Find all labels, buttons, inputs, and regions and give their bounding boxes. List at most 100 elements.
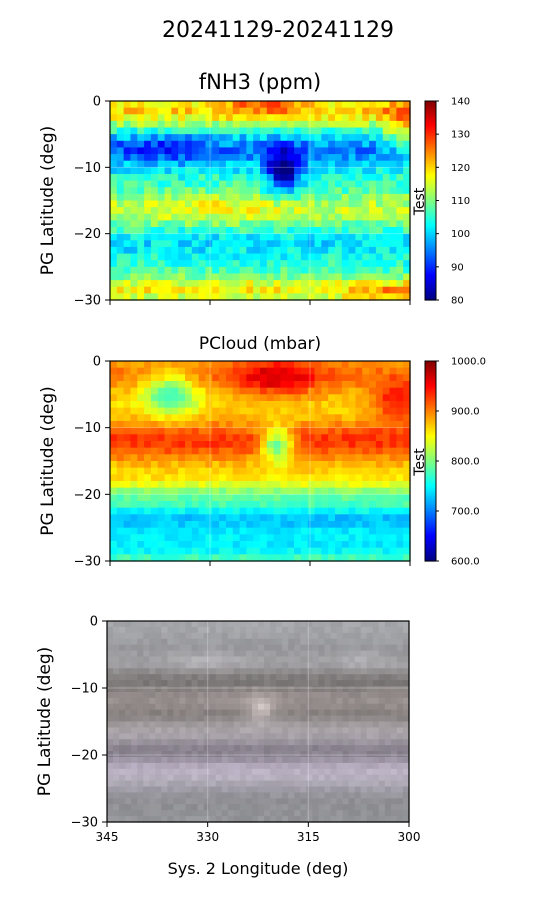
heatmap-cell — [246, 246, 254, 255]
heatmap-cell — [382, 374, 391, 382]
heatmap-cell — [324, 680, 332, 687]
heatmap-cell — [276, 798, 283, 805]
heatmap-cell — [390, 792, 398, 799]
heatmap-cell — [362, 160, 370, 168]
heatmap-cell — [203, 762, 211, 770]
heatmap-cell — [116, 227, 125, 235]
heatmap-cell — [273, 107, 282, 115]
heatmap-cell — [362, 154, 370, 162]
heatmap-cell — [372, 715, 380, 723]
colorbar-step — [425, 154, 436, 157]
heatmap-cell — [369, 286, 377, 294]
heatmap-cell — [157, 534, 166, 542]
heatmap-cell — [324, 774, 332, 782]
heatmap-cell — [355, 101, 363, 109]
heatmap-cell — [280, 147, 288, 155]
heatmap-cell — [123, 273, 132, 281]
heatmap-cell — [212, 487, 220, 495]
heatmap-cell — [209, 638, 217, 646]
heatmap-cell — [225, 381, 234, 389]
heatmap-cell — [294, 421, 302, 429]
heatmap-cell — [314, 220, 322, 228]
heatmap-cell — [402, 686, 410, 693]
heatmap-cell — [324, 768, 332, 776]
heatmap-cell — [143, 638, 150, 646]
heatmap-cell — [294, 120, 302, 129]
heatmap-cell — [324, 621, 332, 628]
heatmap-cell — [294, 774, 301, 782]
heatmap-cell — [355, 427, 363, 435]
heatmap-cell — [198, 494, 207, 502]
heatmap-cell — [203, 768, 211, 776]
heatmap-cell — [396, 751, 404, 758]
heatmap-cell — [355, 514, 363, 522]
heatmap-cell — [396, 621, 404, 628]
heatmap-cell — [198, 154, 207, 162]
heatmap-cell — [362, 427, 370, 435]
heatmap-cell — [307, 227, 316, 235]
heatmap-cell — [116, 260, 125, 268]
heatmap-cell — [123, 547, 132, 555]
heatmap-cell — [167, 768, 175, 776]
colorbar-step — [425, 457, 436, 460]
heatmap-cell — [294, 427, 302, 435]
heatmap-cell — [369, 441, 377, 449]
heatmap-cell — [306, 703, 313, 711]
heatmap-cell — [164, 107, 172, 115]
heatmap-cell — [131, 745, 138, 752]
heatmap-cell — [116, 454, 125, 462]
heatmap-cell — [219, 387, 227, 395]
heatmap-cell — [178, 361, 186, 369]
heatmap-cell — [396, 703, 404, 711]
heatmap-cell — [239, 134, 247, 142]
heatmap-cell — [197, 632, 205, 640]
heatmap-cell — [239, 626, 247, 634]
heatmap-cell — [150, 266, 159, 275]
heatmap-cell — [294, 656, 301, 663]
heatmap-cell — [403, 127, 411, 135]
heatmap-cell — [123, 521, 132, 529]
heatmap-cell — [342, 745, 350, 752]
heatmap-cell — [330, 727, 338, 734]
heatmap-cell — [161, 733, 168, 740]
heatmap-cell — [185, 656, 193, 663]
heatmap-cell — [366, 680, 374, 687]
colorbar-step — [425, 479, 436, 482]
heatmap-cell — [307, 401, 316, 409]
heatmap-cell — [137, 361, 145, 369]
heatmap-cell — [212, 374, 220, 382]
heatmap-cell — [390, 739, 398, 746]
heatmap-cell — [341, 233, 350, 241]
heatmap-cell — [335, 134, 343, 142]
heatmap-cell — [212, 454, 220, 462]
heatmap-cell — [155, 662, 162, 669]
heatmap-cell — [378, 621, 386, 628]
heatmap-cell — [369, 514, 377, 522]
heatmap-cell — [215, 739, 223, 746]
heatmap-cell — [335, 240, 343, 248]
heatmap-cell — [382, 474, 391, 482]
heatmap-cell — [288, 721, 295, 729]
heatmap-cell — [221, 786, 229, 794]
heatmap-cell — [239, 401, 247, 409]
heatmap-cell — [171, 541, 179, 549]
heatmap-cell — [239, 101, 247, 109]
heatmap-cell — [342, 691, 350, 699]
heatmap-cell — [227, 680, 235, 687]
heatmap-cell — [390, 727, 398, 734]
heatmap-cell — [266, 441, 275, 449]
heatmap-cell — [110, 193, 118, 202]
heatmap-cell — [280, 367, 288, 375]
heatmap-cell — [239, 534, 247, 542]
heatmap-cell — [232, 454, 241, 462]
heatmap-cell — [260, 481, 268, 489]
heatmap-cell — [306, 721, 313, 729]
colorbar-step — [425, 472, 436, 475]
heatmap-cell — [212, 127, 220, 135]
colorbar-step — [425, 462, 436, 465]
heatmap-cell — [354, 721, 362, 729]
heatmap-cell — [280, 454, 288, 462]
heatmap-cell — [330, 786, 338, 794]
heatmap-cell — [314, 481, 322, 489]
heatmap-cell — [360, 703, 368, 711]
